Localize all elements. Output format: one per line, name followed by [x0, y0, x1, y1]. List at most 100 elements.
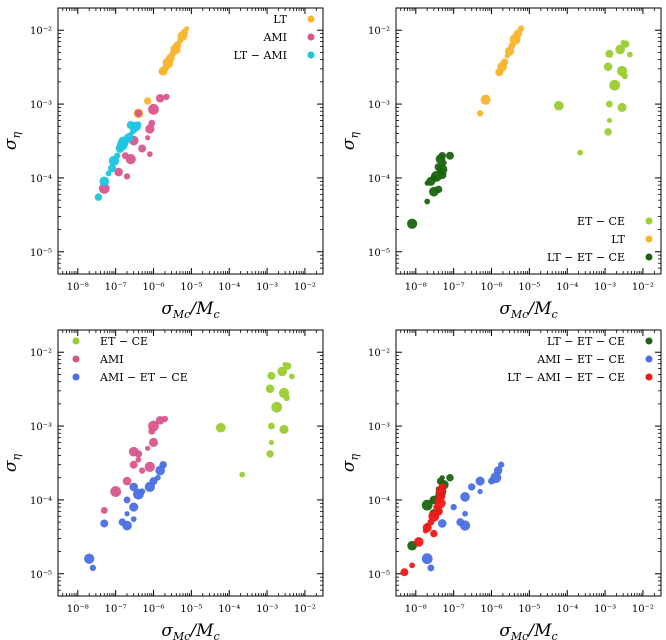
x-tick-label: 10⁻⁶: [143, 604, 165, 615]
x-tick-label: 10⁻³: [594, 604, 616, 615]
data-point: [122, 476, 132, 486]
data-point: [239, 471, 246, 478]
data-point: [122, 520, 132, 531]
y-tick-label: 10⁻⁵: [368, 570, 390, 581]
data-point: [155, 465, 166, 476]
x-tick-label: 10⁻⁸: [67, 604, 89, 615]
data-point: [144, 481, 155, 493]
data-point: [283, 394, 290, 402]
data-point: [450, 503, 457, 511]
x-tick-label: 10⁻⁷: [443, 604, 465, 615]
data-point: [107, 164, 116, 173]
data-point: [400, 568, 409, 577]
data-point: [606, 117, 612, 124]
data-point: [421, 553, 433, 565]
y-tick-label: 10⁻³: [30, 100, 52, 111]
data-point: [121, 152, 129, 160]
x-tick-label: 10⁻³: [256, 604, 278, 615]
y-tick-label: 10⁻²: [30, 26, 52, 37]
data-point: [462, 510, 468, 517]
series-0: [133, 26, 190, 119]
data-point: [143, 97, 152, 105]
legend-marker: [645, 253, 653, 261]
data-point: [144, 461, 155, 473]
legend-label: LT: [273, 13, 287, 26]
data-point: [266, 450, 274, 458]
data-point: [126, 121, 135, 130]
legend-label: ET − CE: [577, 215, 625, 228]
y-axis-label: ση: [339, 131, 361, 150]
data-point: [145, 124, 155, 134]
data-point: [445, 151, 454, 160]
x-tick-label: 10⁻⁶: [481, 282, 503, 293]
data-point: [430, 529, 438, 538]
x-tick-label: 10⁻⁷: [105, 282, 127, 293]
y-tick-label: 10⁻³: [368, 100, 390, 111]
data-point: [409, 562, 416, 569]
y-tick-label: 10⁻⁴: [30, 496, 52, 507]
legend: ET − CE LT LT − ET − CE: [547, 215, 653, 264]
x-axis-label: σMc/Mc: [499, 621, 557, 640]
data-point: [215, 422, 226, 433]
legend-marker: [72, 337, 80, 345]
plot-frame: [57, 7, 324, 275]
x-axis-label: σMc/Mc: [161, 299, 219, 321]
y-tick-label: 10⁻²: [368, 348, 390, 359]
y-tick-label: 10⁻⁴: [30, 174, 52, 185]
data-point: [148, 103, 159, 115]
x-tick-label: 10⁻⁴: [556, 604, 578, 615]
data-point: [283, 362, 292, 370]
data-point: [134, 109, 143, 118]
data-point: [615, 44, 625, 55]
data-point: [138, 467, 146, 474]
data-point: [158, 69, 164, 75]
x-tick-label: 10⁻⁵: [518, 604, 540, 615]
data-point: [124, 511, 130, 517]
x-tick-label: 10⁻⁷: [443, 282, 465, 293]
data-point: [498, 461, 505, 468]
series-0: [215, 361, 295, 478]
data-point: [155, 93, 165, 103]
x-tick-label: 10⁻⁵: [180, 604, 202, 615]
legend-marker: [645, 373, 653, 381]
series-1: [100, 415, 169, 514]
series-1: [421, 461, 505, 572]
data-point: [114, 152, 121, 159]
data-point: [435, 486, 446, 497]
data-point: [288, 373, 295, 380]
data-point: [100, 519, 109, 528]
y-tick-label: 10⁻²: [30, 348, 52, 359]
y-tick-label: 10⁻⁴: [368, 174, 390, 185]
data-point: [138, 144, 147, 153]
data-point: [604, 128, 612, 136]
data-point: [621, 72, 628, 80]
x-axis-label: σMc/Mc: [499, 299, 557, 321]
series-2: [407, 151, 454, 229]
data-point: [133, 488, 144, 500]
legend-marker: [645, 355, 653, 363]
data-point: [135, 121, 142, 128]
x-tick-label: 10⁻⁶: [143, 282, 165, 293]
plot-frame: [395, 329, 662, 597]
x-tick-label: 10⁻⁴: [218, 604, 240, 615]
data-point: [504, 53, 510, 59]
data-point: [437, 519, 447, 528]
x-tick-label: 10⁻⁴: [556, 282, 578, 293]
data-point: [424, 198, 431, 205]
data-point: [475, 476, 485, 486]
data-point: [148, 427, 156, 435]
data-point: [460, 492, 470, 502]
data-point: [265, 384, 275, 394]
data-point: [145, 135, 151, 141]
legend-marker: [72, 373, 80, 381]
data-point: [553, 100, 564, 111]
data-point: [446, 473, 454, 482]
series-2: [84, 460, 167, 572]
data-point: [277, 366, 287, 377]
series-1: [98, 93, 170, 194]
data-point: [477, 488, 483, 495]
data-point: [98, 183, 110, 194]
data-point: [459, 520, 471, 531]
data-point: [123, 496, 131, 504]
